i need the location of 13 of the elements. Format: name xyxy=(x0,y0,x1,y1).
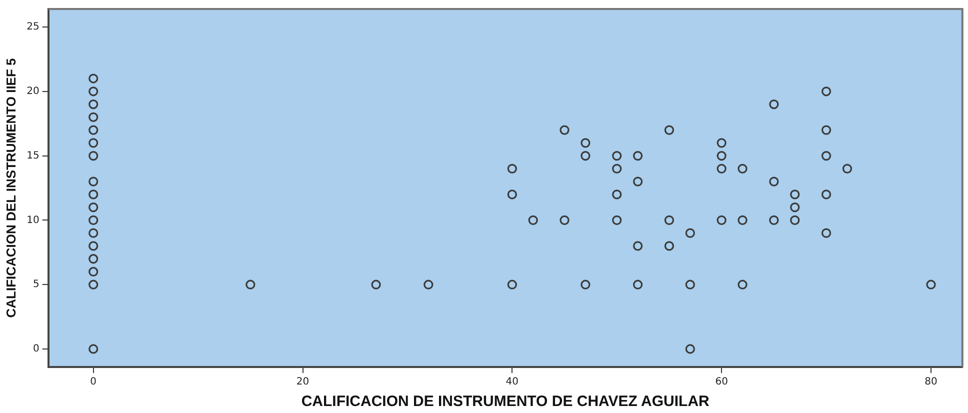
x-tick-label: 60 xyxy=(715,376,728,388)
y-tick-label: 15 xyxy=(26,150,40,162)
y-tick-label: 20 xyxy=(26,86,40,98)
x-tick-label: 40 xyxy=(506,376,519,388)
y-tick-label: 5 xyxy=(32,279,40,290)
y-axis-title: CALIFICACION DEL INSTRUMENTO IIEF 5 xyxy=(3,58,18,318)
x-axis-title: CALIFICACION DE INSTRUMENTO DE CHAVEZ AGUILAR xyxy=(301,393,710,410)
x-tick-label: 80 xyxy=(924,376,938,388)
y-tick-label: 25 xyxy=(26,22,40,33)
y-tick-label: 0 xyxy=(32,344,40,355)
x-tick-label: 0 xyxy=(90,376,97,388)
x-tick-label: 20 xyxy=(296,376,310,388)
y-tick-label: 10 xyxy=(26,214,40,226)
